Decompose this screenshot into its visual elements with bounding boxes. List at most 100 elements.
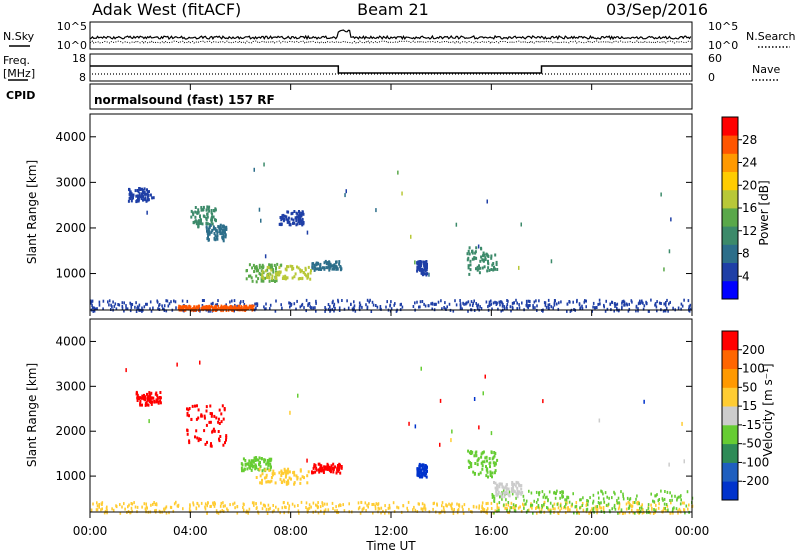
range-cell [617, 511, 619, 515]
range-cell [371, 503, 373, 506]
range-cell [680, 302, 683, 306]
range-cell [333, 302, 336, 306]
range-cell [412, 508, 414, 512]
range-cell [501, 497, 503, 501]
range-cell [343, 307, 346, 311]
range-cell [214, 227, 217, 231]
range-cell [358, 306, 361, 310]
range-cell [311, 470, 313, 474]
range-cell [186, 407, 188, 411]
range-cell [265, 307, 267, 311]
range-cell [327, 265, 330, 269]
range-cell [139, 402, 142, 406]
range-cell [225, 434, 228, 438]
range-cell [287, 265, 290, 269]
range-cell [98, 303, 101, 307]
range-cell [420, 366, 422, 371]
range-cell [417, 264, 420, 268]
range-cell [250, 276, 253, 280]
range-cell [638, 502, 640, 506]
range-cell [326, 465, 329, 469]
range-cell [251, 279, 254, 283]
range-cell [423, 265, 426, 269]
range-cell [194, 215, 197, 219]
range-cell [204, 502, 207, 506]
range-cell [496, 506, 499, 509]
range-cell [424, 473, 427, 477]
range-cell [435, 302, 437, 306]
range-cell [482, 391, 484, 396]
range-cell [410, 234, 412, 239]
range-cell [217, 430, 220, 433]
range-cell [660, 302, 662, 305]
range-cell [210, 218, 213, 222]
range-cell [129, 195, 132, 199]
range-cell [207, 234, 210, 238]
range-cell [535, 299, 537, 303]
range-cell [660, 489, 662, 493]
range-cell [246, 462, 249, 466]
range-cell [325, 307, 327, 311]
range-cell [457, 508, 460, 511]
range-cell [210, 216, 213, 220]
range-cell [486, 511, 488, 515]
range-cell [452, 509, 455, 513]
range-cell [96, 501, 98, 505]
colorbar-frame [721, 330, 739, 501]
range-cell [155, 508, 157, 512]
range-cell [195, 417, 198, 421]
range-cell [453, 508, 455, 511]
range-cell [600, 489, 602, 493]
range-cell [632, 511, 635, 515]
range-cell [484, 374, 486, 379]
range-cell [509, 509, 511, 513]
range-cell [201, 222, 204, 226]
range-cell [520, 492, 523, 496]
range-cell [192, 503, 195, 507]
range-cell [686, 490, 689, 494]
range-cell [604, 309, 607, 313]
range-cell [491, 307, 493, 311]
range-cell [492, 262, 495, 265]
range-cell [547, 298, 550, 302]
range-cell [128, 187, 130, 191]
range-cell [194, 219, 197, 223]
range-cell [667, 508, 669, 512]
range-cell [310, 269, 312, 272]
range-cell [564, 505, 566, 509]
range-cell [306, 458, 308, 463]
range-cell [245, 277, 248, 281]
range-cell [130, 192, 133, 196]
range-cell [575, 504, 578, 508]
range-cell [578, 511, 580, 515]
range-cell [641, 503, 643, 507]
range-cell [297, 220, 300, 224]
range-cell [395, 309, 398, 313]
range-cell [197, 224, 200, 228]
range-cell [581, 504, 584, 507]
range-cell [664, 309, 666, 313]
range-cell [130, 506, 133, 510]
range-cell [515, 298, 517, 302]
range-cell [266, 268, 269, 272]
range-cell [452, 309, 455, 313]
range-cell [212, 307, 214, 311]
nsky-tick-top: 10^5 [57, 20, 87, 33]
range-cell [582, 496, 584, 500]
range-cell [234, 305, 236, 309]
range-cell [511, 487, 514, 491]
range-cell [251, 304, 253, 308]
range-cell [270, 479, 273, 483]
range-cell [565, 502, 567, 506]
range-cell [222, 501, 224, 505]
range-cell [188, 407, 191, 410]
range-cell [313, 265, 316, 269]
range-cell [138, 194, 141, 198]
range-cell [176, 362, 178, 367]
range-cell [608, 509, 611, 513]
range-cell [448, 302, 451, 306]
range-cell [668, 462, 670, 467]
range-cell [256, 302, 259, 306]
